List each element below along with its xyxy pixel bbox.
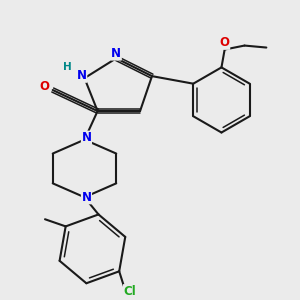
- Text: N: N: [77, 69, 87, 82]
- Text: N: N: [82, 191, 92, 204]
- Text: O: O: [39, 80, 49, 93]
- Text: H: H: [63, 62, 72, 72]
- Text: Cl: Cl: [124, 285, 136, 298]
- Text: N: N: [82, 131, 92, 144]
- Text: N: N: [111, 47, 121, 60]
- Text: O: O: [220, 36, 230, 49]
